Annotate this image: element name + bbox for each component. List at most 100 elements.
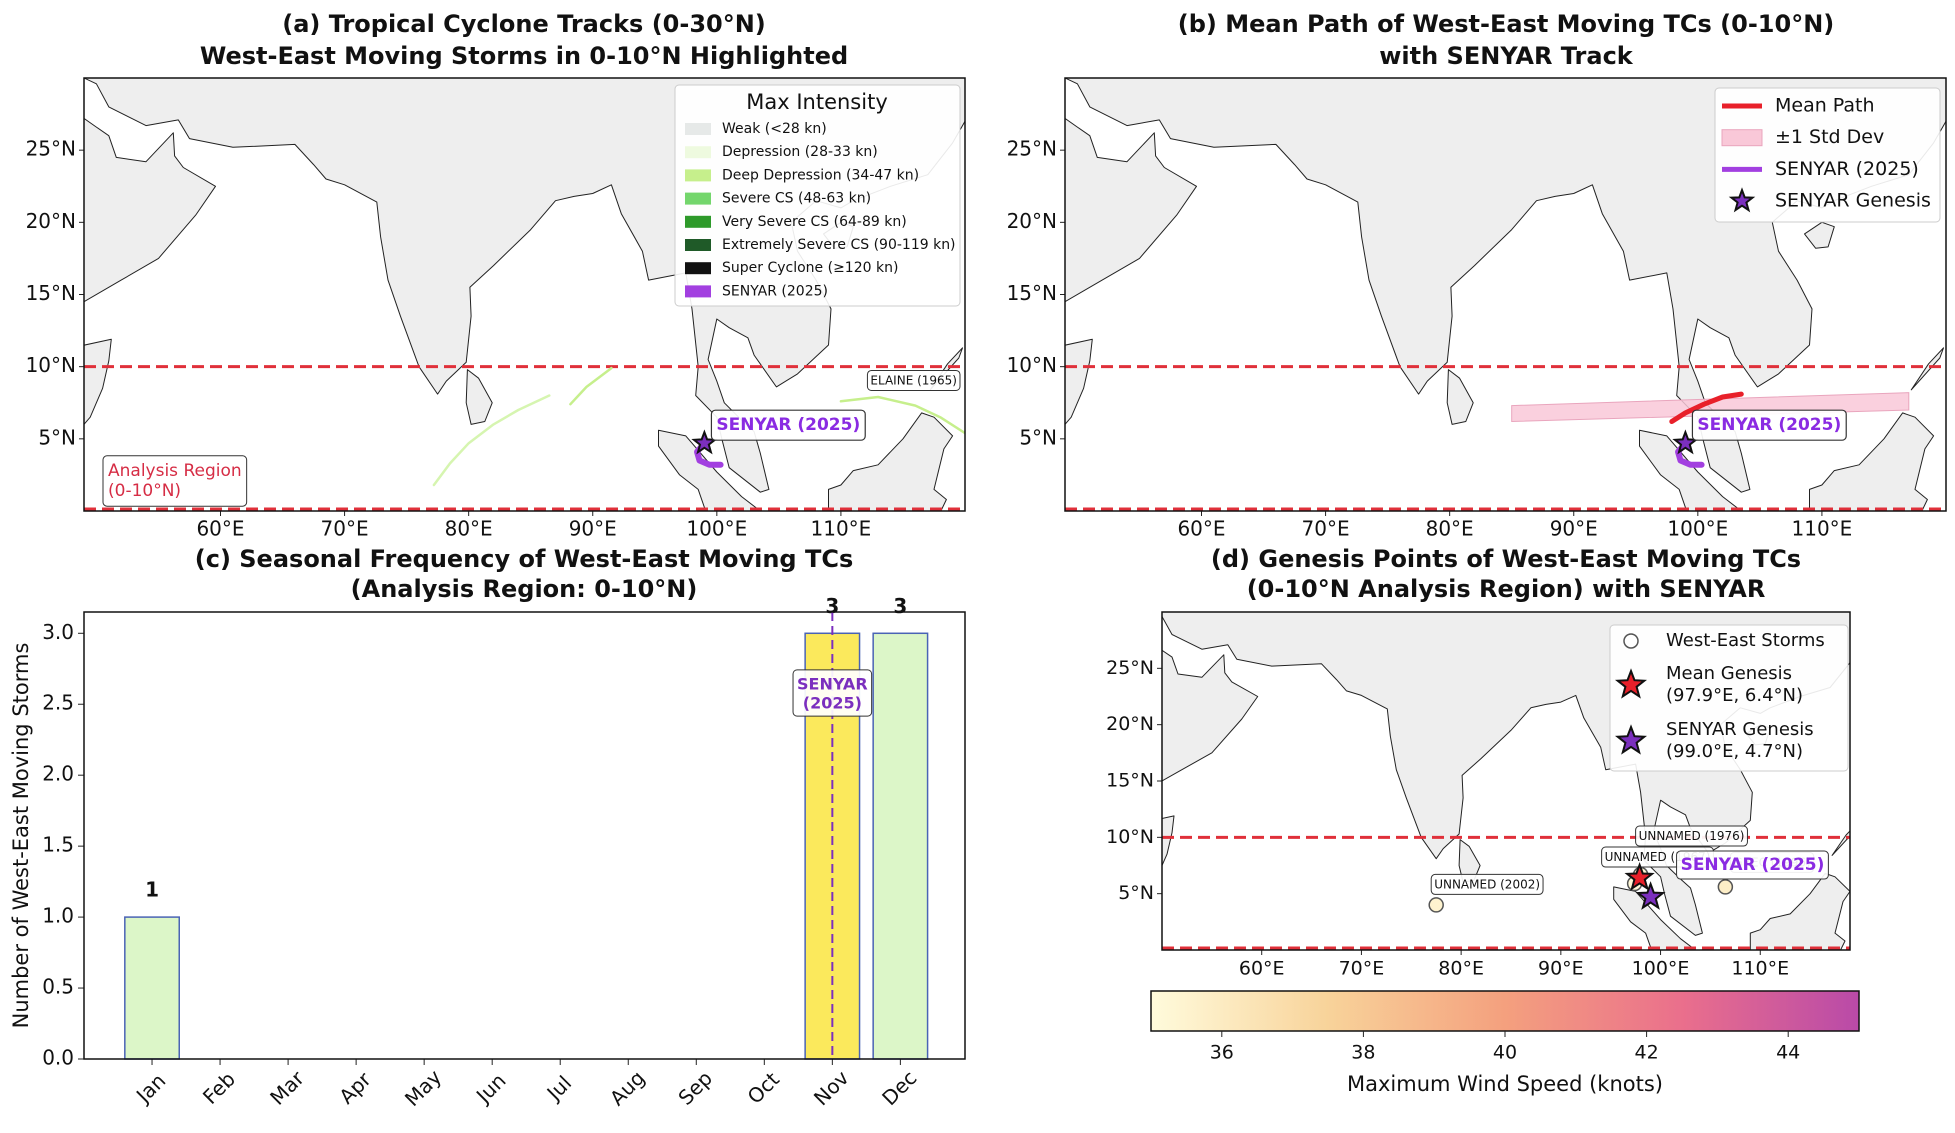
senyar-genesis [1672, 429, 1699, 455]
land [1749, 872, 1850, 950]
panel-title: (b) Mean Path of West-East Moving TCs (0… [1178, 10, 1835, 38]
panel-title: (c) Seasonal Frequency of West-East Movi… [195, 545, 853, 573]
x-tick-label: Aug [605, 1066, 650, 1111]
legend: Max Intensity Weak (<28 kn) Depression (28… [674, 84, 961, 307]
senyar-label-box [1691, 409, 1847, 441]
legend-box [1714, 87, 1941, 223]
colorbar-tick-label: 40 [1493, 1042, 1517, 1064]
mean-path [1669, 391, 1744, 424]
x-tick-label: 110°E [1731, 958, 1789, 980]
x-tick-label: Sep [673, 1066, 717, 1110]
genesis-point [1428, 897, 1444, 913]
x-tick-label: 110°E [1792, 517, 1853, 541]
value-label: 3 [893, 594, 907, 618]
y-tick-label: 1.0 [42, 904, 74, 928]
x-tick-label: 80°E [445, 517, 493, 541]
track [839, 395, 965, 435]
point-label-box [1635, 825, 1748, 847]
region-label: Analysis Region (0-10°N) [108, 461, 242, 501]
x-tick-label: 90°E [1550, 517, 1598, 541]
x-tick-label: 90°E [1538, 958, 1584, 980]
legend: West-East Storms Mean Genesis (97.9°E, 6.4… [1609, 624, 1849, 772]
colorbar-label: Maximum Wind Speed (knots) [1347, 1072, 1663, 1096]
bar [124, 916, 180, 1060]
colorbar-tick-label: 38 [1351, 1042, 1375, 1064]
land [1910, 347, 1944, 391]
legend-title: Max Intensity [746, 90, 888, 114]
track-label: ELAINE (1965) [870, 373, 957, 387]
plot-frame [83, 611, 966, 1060]
y-tick-label: 15°N [26, 281, 76, 305]
land [971, 374, 990, 439]
panel-subtitle: (0-10°N Analysis Region) with SENYAR [1247, 575, 1766, 603]
colorbar [1150, 990, 1860, 1032]
x-tick-label: 80°E [1426, 517, 1474, 541]
map-frame [83, 77, 966, 512]
land [1613, 886, 1696, 950]
y-tick-label: 25°N [1106, 657, 1154, 679]
legend-star [1614, 724, 1648, 755]
legend-label: SENYAR (2025) [1775, 158, 1919, 180]
x-tick-label: Mar [265, 1066, 309, 1110]
y-tick-label: 20°N [1007, 209, 1057, 233]
legend-label: SENYAR Genesis [1775, 190, 1931, 212]
y-tick-label: 5°N [1118, 882, 1154, 904]
colorbar-tick-label: 42 [1635, 1042, 1659, 1064]
genesis-point [1717, 879, 1734, 895]
legend-star [1728, 187, 1756, 213]
land [84, 338, 112, 426]
x-tick-label: 90°E [569, 517, 617, 541]
y-tick-label: 5°N [1019, 425, 1057, 449]
map-frame [1161, 611, 1851, 951]
x-tick-label: Nov [809, 1066, 854, 1111]
x-tick-label: 70°E [1339, 958, 1385, 980]
x-tick-label: 110°E [811, 517, 872, 541]
y-tick-label: 1.5 [42, 833, 74, 857]
senyar-genesis [691, 429, 718, 455]
y-tick-label: 10°N [1106, 826, 1154, 848]
land [1639, 429, 1742, 511]
legend-label: West-East Storms [1666, 630, 1825, 651]
x-tick-label: 100°E [1632, 958, 1690, 980]
senyar-marker-label: SENYAR (2025) [797, 674, 868, 712]
x-tick-label: Jan [130, 1069, 170, 1109]
land [1865, 843, 1880, 894]
bar [872, 632, 929, 1060]
genesis-star [1635, 881, 1666, 910]
region-label-box [102, 455, 248, 507]
legend-box [1609, 624, 1849, 772]
land [1065, 338, 1093, 426]
y-tick-label: 25°N [1007, 137, 1057, 161]
legend-label: SENYAR Genesis (99.0°E, 4.7°N) [1666, 719, 1814, 762]
y-tick-label: 2.0 [42, 762, 74, 786]
x-tick-label: 70°E [1302, 517, 1350, 541]
x-tick-label: Oct [743, 1067, 785, 1109]
y-tick-label: 0.0 [42, 1046, 74, 1070]
panel-title: (a) Tropical Cyclone Tracks (0-30°N) [282, 10, 766, 38]
legend-swatch [685, 262, 711, 275]
y-tick-label: 10°N [26, 353, 76, 377]
legend-label: Severe CS (48-63 kn) [722, 191, 871, 207]
y-tick-label: 20°N [26, 209, 76, 233]
x-tick-label: Jun [470, 1068, 510, 1108]
land [1162, 815, 1175, 867]
x-tick-label: May [400, 1065, 446, 1111]
legend-swatch [685, 146, 711, 159]
x-tick-label: Dec [877, 1066, 921, 1110]
legend-swatch [685, 123, 711, 135]
panel-subtitle: (Analysis Region: 0-10°N) [351, 575, 698, 603]
legend-swatch [685, 215, 711, 228]
land [1809, 412, 1935, 511]
x-tick-label: 100°E [1667, 517, 1728, 541]
std-band [1511, 392, 1910, 423]
land [1831, 830, 1850, 856]
legend-swatch [1721, 129, 1763, 147]
legend-label: Very Severe CS (64-89 kn) [722, 214, 907, 230]
track-label-box [866, 369, 961, 391]
panel-title: (d) Genesis Points of West-East Moving T… [1211, 545, 1801, 573]
legend-label: Mean Path [1775, 95, 1875, 117]
legend-label: Deep Depression (34-47 kn) [722, 167, 919, 183]
legend-label: Mean Genesis (97.9°E, 6.4°N) [1666, 663, 1803, 706]
x-tick-label: 60°E [1177, 517, 1225, 541]
